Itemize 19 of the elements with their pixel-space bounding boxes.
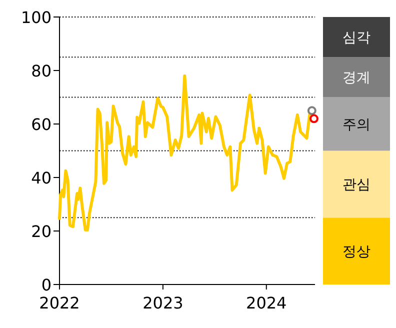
x-tick-label: 2023 <box>142 294 184 312</box>
series-label: 심각 <box>342 30 370 46</box>
y-tick-label: 20 <box>31 222 52 241</box>
x-tick-label: 2022 <box>39 294 80 312</box>
bar <box>323 218 390 284</box>
series-label: 경계 <box>342 70 370 86</box>
y-tick-label: 80 <box>31 62 52 80</box>
bar <box>323 150 390 218</box>
series-label: 주의 <box>342 117 370 133</box>
series-label: 관심 <box>342 177 370 194</box>
x-tick-label: 2024 <box>246 294 287 312</box>
y-tick-label: 40 <box>31 168 52 188</box>
y-tick-label: 100 <box>20 8 52 27</box>
y-tick-label: 60 <box>31 115 52 134</box>
y-tick-label: 0 <box>41 276 52 294</box>
bar <box>323 17 390 58</box>
bar <box>323 57 390 98</box>
bar <box>323 97 390 151</box>
series-label: 정상 <box>342 244 370 260</box>
